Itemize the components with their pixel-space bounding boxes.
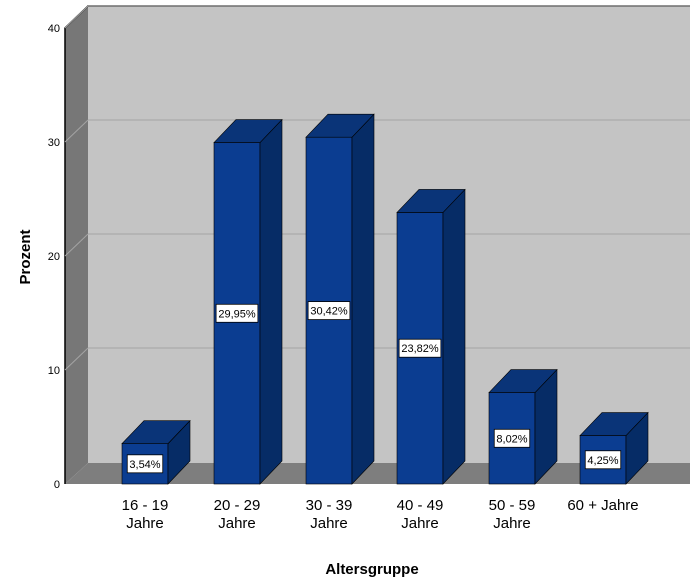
x-tick-label: 16 - 19 Jahre [122,497,169,532]
bar-side [442,188,466,485]
x-category-labels: 16 - 19 Jahre 20 - 29 Jahre 30 - 39 Jahre 40 -… [122,497,639,532]
bar: 8,02% [488,368,558,485]
bar: 3,54% [121,419,191,485]
bar-side [351,113,375,485]
x-tick-label: 40 - 49 Jahre [397,497,444,532]
bar-top [488,369,558,393]
bar-top [213,119,283,143]
data-label: 30,42% [310,306,348,318]
bar-top [121,420,191,444]
data-label: 23,82% [401,343,439,355]
y-axis-label: Prozent [17,229,34,284]
gridline-wall [64,119,89,143]
y-tick-label: 10 [48,365,60,377]
bar: 4,25% [579,411,649,485]
data-label-box [215,303,259,323]
data-label: 3,54% [129,459,160,471]
data-label-box [398,338,442,358]
data-label: 29,95% [218,308,256,320]
bars: 3,54% 29,95% 30,42% 23,82% 8,02% 4,25% [121,113,649,485]
bar-side [259,118,283,485]
y-tick-labels: 0 10 20 30 40 [48,23,60,491]
data-label-box [307,301,351,321]
x-axis-label: Altersgruppe [325,561,418,578]
x-tick-label: 30 - 39 Jahre [306,497,353,532]
bar: 23,82% [396,188,466,485]
data-label-box [126,454,164,474]
data-label-box [584,450,622,470]
bar-top [396,189,466,213]
data-label: 4,25% [587,455,618,467]
x-tick-label: 60 + Jahre [567,497,638,514]
data-label: 8,02% [496,433,527,445]
gridlines [64,5,690,371]
x-tick-label: 50 - 59 Jahre [489,497,536,532]
y-tick-label: 40 [48,23,60,35]
x-tick-label: 20 - 29 Jahre [214,497,261,532]
bar: 30,42% [305,113,375,485]
bar-top [305,113,375,138]
data-label-box [493,428,531,448]
gridline-wall [64,233,89,257]
y-tick-label: 30 [48,137,60,149]
bar: 29,95% [213,118,283,485]
plot-area: 0 10 20 30 40 3,54% 29,95% 30,42% 23,82% 8,02% 4,… [48,5,690,532]
gridline-wall [64,347,89,371]
y-tick-label: 0 [54,479,60,491]
gridline-wall [64,5,89,29]
bar-top [579,412,649,436]
y-tick-label: 20 [48,251,60,263]
